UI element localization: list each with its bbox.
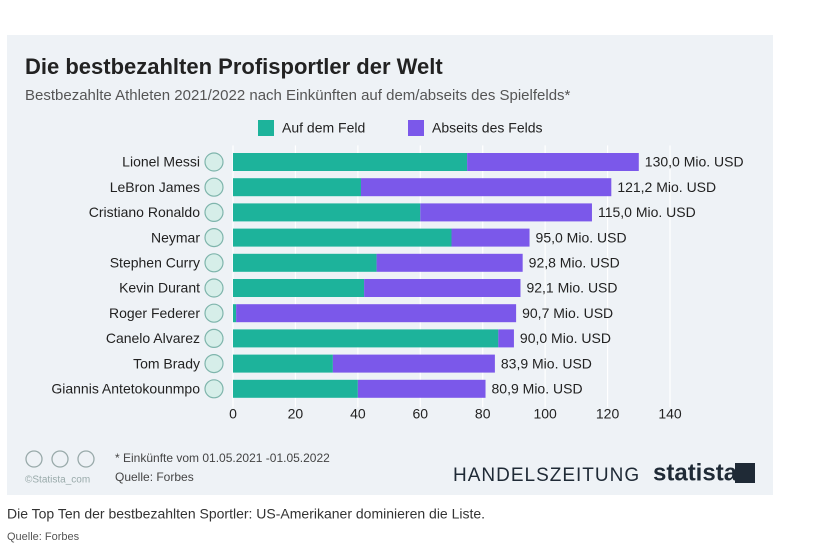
chart-title: Die bestbezahlten Profisportler der Welt xyxy=(25,54,443,79)
value-label: 80,9 Mio. USD xyxy=(492,381,583,397)
value-label: 90,7 Mio. USD xyxy=(522,305,613,321)
copyright: ©Statista_com xyxy=(25,475,90,486)
value-label: 121,2 Mio. USD xyxy=(617,179,716,195)
value-label: 90,0 Mio. USD xyxy=(520,330,611,346)
sport-icon xyxy=(204,253,224,273)
chart-subtitle: Bestbezahlte Athleten 2021/2022 nach Ein… xyxy=(25,87,571,104)
sport-icon xyxy=(204,354,224,374)
bar-segment xyxy=(233,354,333,373)
bar-segment xyxy=(360,178,612,197)
y-tick-label: Stephen Curry xyxy=(110,255,200,271)
sport-icon xyxy=(204,152,224,172)
bar-segment xyxy=(467,153,639,171)
x-tick-label: 40 xyxy=(350,406,366,422)
y-tick-label: Lionel Messi xyxy=(122,154,200,170)
bar-segment xyxy=(332,354,495,373)
x-tick-label: 60 xyxy=(412,406,428,422)
bar-segment xyxy=(233,203,421,222)
value-label: 83,9 Mio. USD xyxy=(501,355,592,371)
x-tick-label: 80 xyxy=(475,406,491,422)
x-tick-label: 20 xyxy=(288,406,304,422)
bar-segment xyxy=(233,379,358,398)
legend-swatch xyxy=(258,120,274,136)
sport-icon xyxy=(204,379,224,399)
bar-segment xyxy=(233,153,468,171)
bar-segment xyxy=(498,329,514,348)
bar-segment xyxy=(364,279,521,297)
brand-logo: statista xyxy=(653,459,738,486)
y-tick-label: Giannis Antetokounmpo xyxy=(51,381,200,397)
source: Quelle: Forbes xyxy=(115,470,194,484)
sport-icon xyxy=(204,303,224,323)
sport-icon xyxy=(204,278,224,298)
value-label: 92,8 Mio. USD xyxy=(529,255,620,271)
value-label: 130,0 Mio. USD xyxy=(645,154,744,170)
y-tick-label: Canelo Alvarez xyxy=(106,330,200,346)
bar-segment xyxy=(233,253,377,272)
x-tick-label: 140 xyxy=(658,406,682,422)
y-tick-label: Roger Federer xyxy=(109,305,200,321)
value-label: 95,0 Mio. USD xyxy=(536,229,627,245)
x-tick-label: 0 xyxy=(229,406,237,422)
y-tick-label: Kevin Durant xyxy=(119,280,200,296)
x-tick-label: 100 xyxy=(533,406,557,422)
legend-swatch xyxy=(408,120,424,136)
cc-icons xyxy=(25,450,95,468)
y-tick-label: Tom Brady xyxy=(133,355,200,371)
bar-segment xyxy=(451,228,530,247)
sport-icon xyxy=(204,202,224,222)
bar-segment xyxy=(236,304,517,323)
brand-icon xyxy=(735,463,755,483)
y-tick-label: Neymar xyxy=(151,229,200,245)
bar-segment xyxy=(233,228,452,247)
bar-segment xyxy=(233,304,237,323)
bar-segment xyxy=(233,178,361,197)
value-label: 115,0 Mio. USD xyxy=(598,204,696,220)
sport-icon xyxy=(204,328,224,348)
bar-segment xyxy=(420,203,592,222)
sport-icon xyxy=(204,228,224,248)
value-label: 92,1 Mio. USD xyxy=(526,280,617,296)
x-tick-label: 120 xyxy=(596,406,620,422)
bar-segment xyxy=(233,329,499,348)
bar-segment xyxy=(357,379,486,398)
bar-segment xyxy=(376,253,523,272)
footnote: * Einkünfte vom 01.05.2021 -01.05.2022 xyxy=(115,451,330,465)
legend-label: Abseits des Felds xyxy=(432,120,543,136)
caption-source: Quelle: Forbes xyxy=(7,531,80,543)
sport-icon xyxy=(204,177,224,197)
legend-label: Auf dem Feld xyxy=(282,120,365,136)
y-tick-label: Cristiano Ronaldo xyxy=(89,204,200,220)
bar-segment xyxy=(233,279,365,297)
y-tick-label: LeBron James xyxy=(110,179,200,195)
caption: Die Top Ten der bestbezahlten Sportler: … xyxy=(7,506,485,522)
publisher-logo: HANDELSZEITUNG xyxy=(453,465,640,486)
